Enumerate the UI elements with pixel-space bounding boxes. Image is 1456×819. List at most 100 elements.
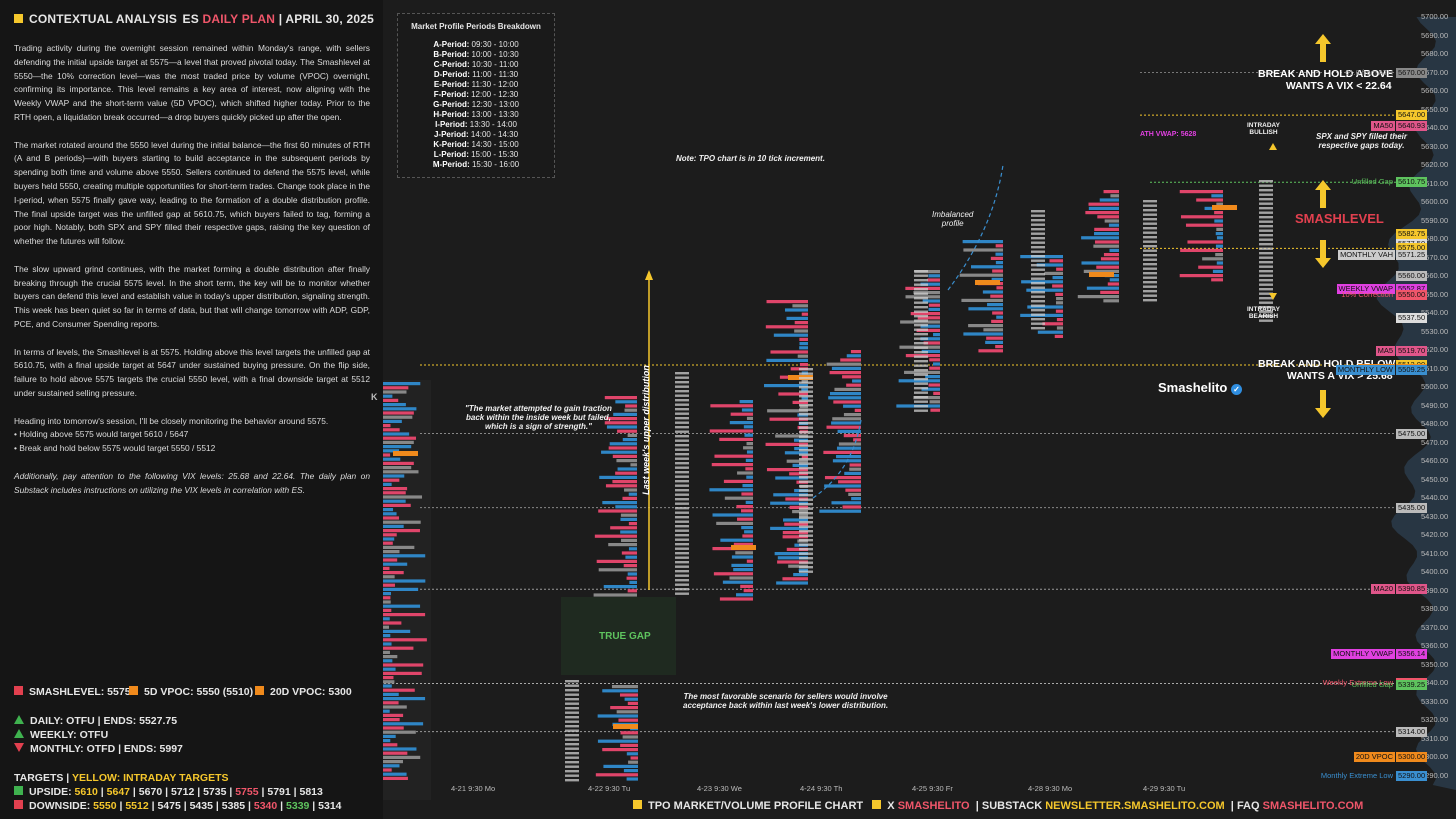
target-value: 5512 [125,800,149,812]
tpo-bar [1021,280,1063,284]
tpo-bar [1088,206,1119,210]
tpo-bar [982,290,1003,294]
level-label: Monthly Extreme Low [1320,771,1393,780]
true-gap-box [561,597,676,675]
tpo-letters [565,743,579,746]
tpo-bar [383,508,394,512]
tpo-bar [773,333,808,337]
tpo-bar [843,434,861,438]
k-label: K [371,392,378,402]
x-handle-link[interactable]: SMASHELITO [897,800,970,812]
level-value: 5475.00 [1396,428,1428,439]
period-row: A-Period: 09:30 - 10:00 [433,40,519,49]
tpo-letters [675,421,689,424]
level-value: 5519.70 [1396,345,1428,356]
tpo-letters [1259,202,1273,205]
tpo-letters [565,702,579,705]
tpo-letters [565,716,579,719]
tpo-bar [775,476,808,480]
tpo-bar [764,384,808,388]
tpo-letters [675,489,689,492]
tpo-bar [843,404,861,408]
tpo-bar [620,517,637,521]
level-value: 5390.85 [1396,584,1428,595]
tpo-bar [777,560,808,564]
intraday-arrow [1269,143,1277,150]
tpo-letters [675,430,689,433]
tpo-bar [383,529,420,533]
poc-marker [731,545,756,550]
tpo-bar [383,617,390,621]
tpo-letters [675,547,689,550]
price-tick: 5610.00 [1421,178,1449,188]
tpo-bar [963,332,1003,336]
tpo-letters [675,565,689,568]
tpo-letters [1143,258,1157,261]
tpo-bar [383,596,391,600]
tpo-letters [565,725,579,728]
footer: TPO MARKET/VOLUME PROFILE CHART X SMASHE… [633,800,1363,812]
tpo-letters [1259,301,1273,304]
tpo-bar [933,333,940,337]
tpo-bar [846,354,861,358]
tpo-bar [736,593,753,597]
tpo-letters [1031,232,1045,235]
tpo-bar [383,482,392,486]
tpo-letters [675,543,689,546]
tpo-bar [628,760,638,764]
tpo-bar [383,713,404,717]
tpo-bar [709,488,753,492]
tpo-bar [1094,240,1119,244]
newsletter-link[interactable]: NEWSLETTER.SMASHELITO.COM [1045,800,1225,812]
tpo-bar [383,604,421,608]
period-row: I-Period: 13:30 - 14:00 [435,120,517,129]
imbalance-curve [812,419,862,499]
tpo-bar [383,424,391,428]
tpo-letters [565,689,579,692]
tpo-bar [609,442,637,446]
tpo-bar [383,730,416,734]
tpo-bar [1211,194,1223,198]
tpo-letters [1259,288,1273,291]
tpo-bar [383,701,399,705]
volume-profile-silhouette [1376,17,1456,790]
tpo-bar [1044,271,1063,275]
price-tick: 5290.00 [1421,771,1449,780]
faq-link[interactable]: SMASHELITO.COM [1262,800,1364,812]
tpo-letters [1143,267,1157,270]
tpo-letters [675,570,689,573]
tpo-bar [798,568,808,572]
tpo-letters [1031,327,1045,330]
tpo-letters [799,525,813,528]
monthly-item: MONTHLY: OTFD | ENDS: 5997 [14,743,183,755]
tpo-letters [799,372,813,375]
level-value: 5582.75 [1396,229,1428,240]
tpo-letters [1259,243,1273,246]
tpo-letters [799,521,813,524]
tpo-letters [1031,318,1045,321]
time-axis-label: 4-21 9:30 Mo [451,784,496,793]
upper-distribution-label: Last week's upper distribution [641,365,651,495]
panel-title: CONTEXTUAL ANALYSIS [29,12,178,26]
price-tick: 5340.00 [1421,678,1449,688]
tpo-letters [914,405,928,408]
tpo-bar [1180,215,1223,219]
tpo-bar [1054,334,1063,338]
tpo-note: Note: TPO chart is in 10 tick increment. [676,154,825,163]
tpo-bar [616,459,637,463]
orange-square-icon [255,686,264,695]
tpo-bar [930,408,940,412]
tpo-letters [799,507,813,510]
tpo-letters [565,729,579,732]
tpo-letters [675,534,689,537]
tpo-bar [383,726,404,730]
tpo-letters [675,507,689,510]
tpo-bar [627,701,638,705]
poc-marker [393,451,418,456]
tpo-bar [983,328,1003,332]
level-value: 5435.00 [1396,502,1428,513]
price-tick: 5620.00 [1421,160,1449,170]
tpo-bar [1179,190,1223,194]
tpo-bar [383,613,426,617]
tpo-letters [1143,240,1157,243]
